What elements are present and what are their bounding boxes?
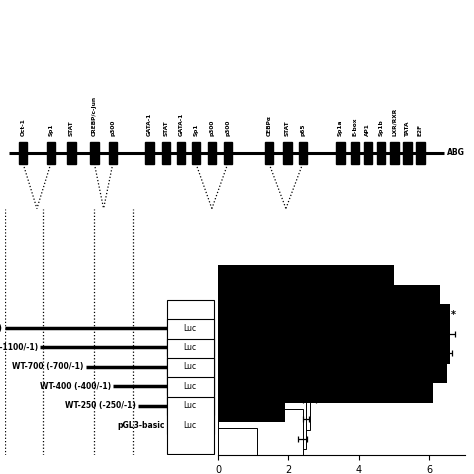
FancyBboxPatch shape: [167, 300, 214, 356]
Bar: [218, 428, 257, 474]
Bar: [218, 370, 310, 429]
Text: CREBP/c-Jun: CREBP/c-Jun: [92, 96, 97, 136]
Bar: [391, 142, 399, 164]
FancyBboxPatch shape: [167, 377, 214, 434]
Bar: [208, 142, 216, 164]
Text: p300: p300: [110, 119, 115, 136]
Bar: [218, 363, 285, 422]
FancyBboxPatch shape: [167, 358, 214, 415]
Bar: [67, 142, 75, 164]
Text: TATA: TATA: [405, 120, 410, 136]
Text: Sp1b: Sp1b: [378, 119, 383, 136]
Bar: [364, 142, 372, 164]
Bar: [177, 142, 185, 164]
Bar: [218, 324, 447, 383]
Text: GATA-1: GATA-1: [178, 112, 183, 136]
Text: Luc: Luc: [184, 343, 197, 352]
Bar: [90, 142, 99, 164]
Text: Luc: Luc: [184, 324, 197, 333]
Text: GATA-1: GATA-1: [147, 112, 152, 136]
Text: *: *: [450, 310, 456, 319]
Text: pGL3-basic: pGL3-basic: [117, 420, 165, 429]
Bar: [218, 304, 450, 364]
Text: Sp1: Sp1: [193, 123, 199, 136]
Text: Sp1a: Sp1a: [338, 119, 343, 136]
Text: Oct-1: Oct-1: [21, 118, 26, 136]
FancyBboxPatch shape: [167, 338, 214, 395]
Bar: [146, 142, 154, 164]
Bar: [377, 142, 385, 164]
Text: p65: p65: [300, 123, 305, 136]
Bar: [19, 142, 27, 164]
Bar: [336, 142, 345, 164]
Text: E2F: E2F: [418, 124, 423, 136]
Bar: [162, 142, 170, 164]
Text: STAT: STAT: [285, 120, 290, 136]
Bar: [218, 343, 433, 403]
Text: STAT: STAT: [163, 120, 168, 136]
Text: LXR/RXR: LXR/RXR: [392, 108, 397, 136]
Bar: [46, 142, 55, 164]
Text: CEBPα: CEBPα: [266, 115, 272, 136]
Bar: [218, 350, 299, 410]
Bar: [218, 285, 440, 345]
Bar: [218, 389, 306, 449]
Bar: [265, 142, 273, 164]
FancyBboxPatch shape: [167, 397, 214, 454]
Bar: [218, 331, 289, 391]
Bar: [109, 142, 117, 164]
Text: WT-400 (-400/-1): WT-400 (-400/-1): [40, 382, 111, 391]
Bar: [351, 142, 359, 164]
Text: Luc: Luc: [184, 420, 197, 429]
Text: **: **: [405, 290, 415, 300]
Text: WT-700 (-700/-1): WT-700 (-700/-1): [12, 363, 83, 372]
FancyBboxPatch shape: [167, 319, 214, 376]
Text: Luc: Luc: [184, 401, 197, 410]
Bar: [403, 142, 411, 164]
Text: Sp1: Sp1: [48, 123, 53, 136]
Bar: [218, 265, 394, 325]
Text: p300: p300: [209, 119, 214, 136]
Bar: [283, 142, 292, 164]
Text: Luc: Luc: [184, 363, 197, 372]
Text: 0 (-1100/-1): 0 (-1100/-1): [0, 343, 38, 352]
Text: E-box: E-box: [353, 118, 357, 136]
Bar: [299, 142, 307, 164]
Text: AP1: AP1: [365, 123, 371, 136]
Text: Luc: Luc: [184, 382, 197, 391]
Bar: [416, 142, 425, 164]
Text: ABG: ABG: [447, 148, 465, 157]
Text: STAT: STAT: [69, 120, 74, 136]
Bar: [218, 409, 302, 468]
Text: p300: p300: [225, 119, 230, 136]
Text: 0/-1): 0/-1): [0, 324, 3, 333]
Bar: [224, 142, 232, 164]
Text: WT-250 (-250/-1): WT-250 (-250/-1): [64, 401, 136, 410]
Bar: [192, 142, 200, 164]
